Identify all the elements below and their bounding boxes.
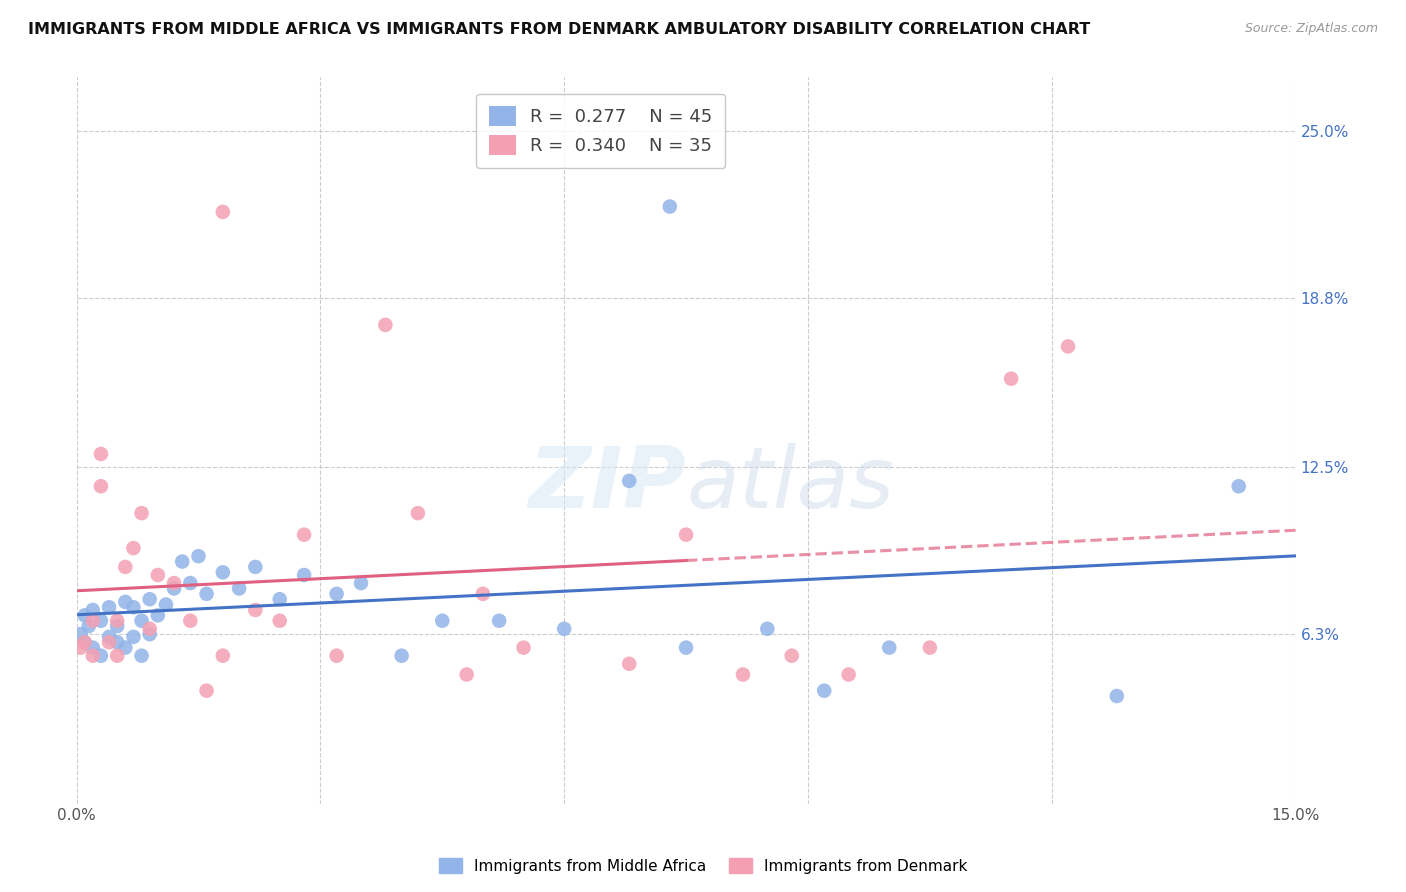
Point — [114, 560, 136, 574]
Point — [211, 566, 233, 580]
Point — [617, 657, 640, 671]
Point — [114, 595, 136, 609]
Point — [877, 640, 900, 655]
Point — [456, 667, 478, 681]
Point — [1227, 479, 1250, 493]
Point — [780, 648, 803, 663]
Point — [731, 667, 754, 681]
Point — [1105, 689, 1128, 703]
Point — [163, 582, 186, 596]
Point — [90, 479, 112, 493]
Point — [155, 598, 177, 612]
Point — [756, 622, 779, 636]
Point — [325, 587, 347, 601]
Point — [82, 614, 104, 628]
Point — [918, 640, 941, 655]
Point — [838, 667, 860, 681]
Point — [90, 447, 112, 461]
Point — [292, 527, 315, 541]
Point — [269, 614, 291, 628]
Text: Source: ZipAtlas.com: Source: ZipAtlas.com — [1244, 22, 1378, 36]
Point — [179, 576, 201, 591]
Point — [105, 614, 128, 628]
Point — [211, 648, 233, 663]
Point — [228, 582, 250, 596]
Point — [138, 592, 160, 607]
Point — [269, 592, 291, 607]
Point — [98, 635, 121, 649]
Point — [131, 614, 153, 628]
Point — [73, 635, 96, 649]
Point — [617, 474, 640, 488]
Point — [163, 576, 186, 591]
Point — [105, 648, 128, 663]
Point — [122, 600, 145, 615]
Point — [131, 648, 153, 663]
Text: IMMIGRANTS FROM MIDDLE AFRICA VS IMMIGRANTS FROM DENMARK AMBULATORY DISABILITY C: IMMIGRANTS FROM MIDDLE AFRICA VS IMMIGRA… — [28, 22, 1091, 37]
Point — [114, 640, 136, 655]
Point — [325, 648, 347, 663]
Point — [675, 527, 697, 541]
Legend: R =  0.277    N = 45, R =  0.340    N = 35: R = 0.277 N = 45, R = 0.340 N = 35 — [477, 94, 725, 168]
Point — [432, 614, 454, 628]
Point — [77, 619, 100, 633]
Point — [374, 318, 396, 332]
Point — [82, 640, 104, 655]
Point — [658, 200, 681, 214]
Point — [187, 549, 209, 564]
Point — [131, 506, 153, 520]
Point — [391, 648, 413, 663]
Point — [82, 603, 104, 617]
Point — [471, 587, 494, 601]
Text: atlas: atlas — [686, 442, 894, 525]
Point — [245, 560, 267, 574]
Point — [350, 576, 373, 591]
Point — [105, 635, 128, 649]
Point — [98, 630, 121, 644]
Point — [1000, 372, 1022, 386]
Point — [675, 640, 697, 655]
Point — [195, 587, 218, 601]
Point — [245, 603, 267, 617]
Point — [553, 622, 575, 636]
Point — [211, 205, 233, 219]
Point — [512, 640, 534, 655]
Point — [73, 635, 96, 649]
Point — [69, 640, 91, 655]
Point — [90, 614, 112, 628]
Legend: Immigrants from Middle Africa, Immigrants from Denmark: Immigrants from Middle Africa, Immigrant… — [433, 852, 973, 880]
Point — [90, 648, 112, 663]
Point — [73, 608, 96, 623]
Text: ZIP: ZIP — [529, 442, 686, 525]
Point — [146, 608, 169, 623]
Point — [813, 683, 835, 698]
Point — [105, 619, 128, 633]
Point — [488, 614, 510, 628]
Point — [82, 648, 104, 663]
Point — [406, 506, 429, 520]
Point — [98, 600, 121, 615]
Point — [195, 683, 218, 698]
Point — [179, 614, 201, 628]
Point — [122, 630, 145, 644]
Point — [146, 568, 169, 582]
Point — [122, 541, 145, 555]
Point — [172, 555, 194, 569]
Point — [138, 622, 160, 636]
Point — [138, 627, 160, 641]
Point — [1057, 339, 1080, 353]
Point — [292, 568, 315, 582]
Point — [69, 627, 91, 641]
